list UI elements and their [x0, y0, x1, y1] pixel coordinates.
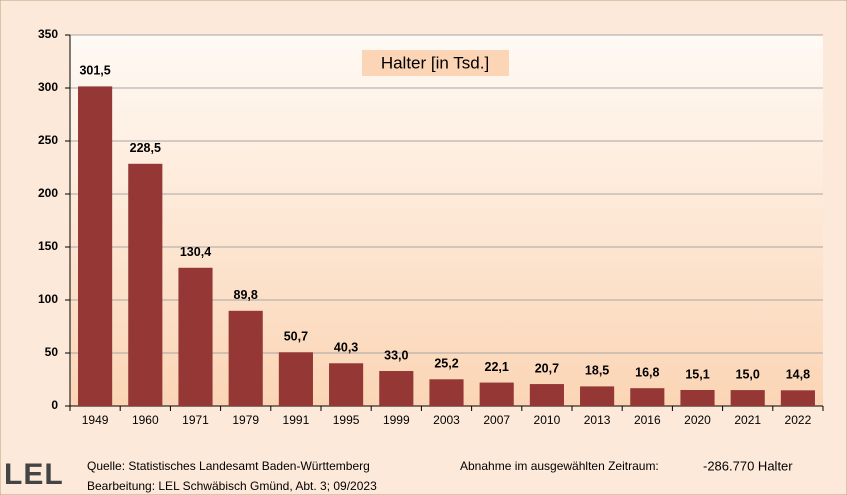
x-tick-label: 1971	[182, 413, 209, 427]
x-tick-label: 1991	[283, 413, 310, 427]
value-label: 15,1	[685, 367, 709, 381]
bar	[630, 388, 665, 406]
bar	[178, 267, 213, 406]
summary-label: Abnahme im ausgewählten Zeitraum:	[460, 459, 659, 473]
value-label: 130,4	[180, 245, 211, 259]
bar	[580, 386, 615, 406]
bar	[429, 379, 464, 406]
x-tick-label: 2022	[785, 413, 812, 427]
x-tick-label: 2021	[734, 413, 761, 427]
bar	[529, 384, 564, 406]
chart-title: Halter [in Tsd.]	[381, 53, 489, 72]
value-label: 89,8	[234, 288, 258, 302]
value-label: 50,7	[284, 330, 308, 344]
source: Quelle: Statistisches Landesamt Baden-Wü…	[87, 459, 370, 473]
bar	[379, 371, 414, 406]
y-tick-label: 100	[38, 292, 58, 306]
bar	[680, 389, 715, 406]
x-tick-label: 1979	[232, 413, 259, 427]
bar	[730, 390, 765, 406]
y-tick-label: 250	[38, 133, 58, 147]
y-tick-label: 0	[51, 398, 58, 412]
value-label: 33,0	[384, 348, 408, 362]
logo: LEL	[4, 458, 64, 491]
value-label: 18,5	[585, 364, 609, 378]
value-label: 22,1	[485, 360, 509, 374]
x-tick-label: 1995	[333, 413, 360, 427]
x-tick-label: 2013	[584, 413, 611, 427]
bar	[479, 382, 514, 406]
summary-value: -286.770 Halter	[703, 458, 793, 473]
value-label: 228,5	[130, 141, 161, 155]
bar	[128, 163, 163, 406]
x-tick-label: 2010	[534, 413, 561, 427]
y-tick-label: 150	[38, 239, 58, 253]
y-tick-label: 300	[38, 80, 58, 94]
x-tick-label: 1999	[383, 413, 410, 427]
x-tick-label: 2003	[433, 413, 460, 427]
x-tick-label: 2016	[634, 413, 661, 427]
bar	[329, 363, 364, 406]
value-label: 20,7	[535, 361, 559, 375]
value-label: 16,8	[635, 365, 659, 379]
bar	[228, 310, 263, 406]
x-tick-label: 1960	[132, 413, 159, 427]
value-label: 25,2	[434, 357, 458, 371]
x-tick-label: 1949	[82, 413, 109, 427]
x-tick-label: 2007	[483, 413, 510, 427]
value-label: 40,3	[334, 341, 358, 355]
y-tick-label: 350	[38, 27, 58, 41]
bar	[78, 86, 113, 406]
y-tick-label: 200	[38, 186, 58, 200]
editor: Bearbeitung: LEL Schwäbisch Gmünd, Abt. …	[87, 479, 377, 493]
bar	[780, 390, 815, 406]
value-label: 14,8	[786, 368, 810, 382]
x-tick-label: 2020	[684, 413, 711, 427]
bar	[278, 352, 313, 406]
y-tick-label: 50	[45, 345, 59, 359]
value-label: 15,0	[736, 367, 760, 381]
title-box	[362, 50, 509, 76]
value-label: 301,5	[79, 64, 110, 78]
